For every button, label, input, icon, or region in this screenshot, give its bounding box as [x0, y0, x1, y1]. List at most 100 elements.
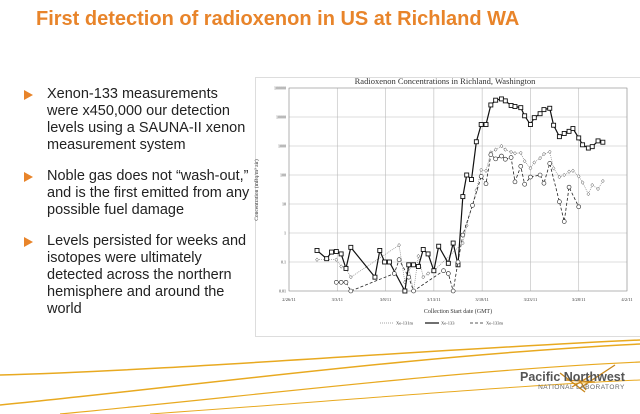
bullet-item: Levels persisted for weeks and isotopes …: [20, 233, 252, 318]
logo-name: Pacific Northwest: [520, 370, 625, 384]
xe-131m-point: [567, 169, 571, 174]
xe-131m-point: [601, 178, 605, 184]
xe-131m-point: [590, 182, 595, 188]
xe-133-point: [411, 262, 417, 268]
xe-133-point: [537, 111, 543, 117]
xe-133-point: [595, 138, 601, 144]
xe-133m-point: [508, 155, 514, 160]
bullet-text: Noble gas does not “wash-out,” and is th…: [47, 168, 250, 218]
y-tick-label: 0.01: [279, 289, 286, 294]
y-axis-label: Concentration (mBq/m³ air): [253, 159, 260, 221]
xe-133-point: [589, 144, 595, 150]
xe-133-point: [464, 172, 470, 178]
xe-133-point: [527, 122, 533, 127]
xe-133-point: [566, 128, 572, 134]
xe-133-point: [348, 244, 354, 250]
bullet-item: Noble gas does not “wash-out,” and is th…: [20, 168, 252, 219]
triangle-bullet-icon: [24, 90, 33, 100]
xe-131m-point: [348, 274, 353, 280]
chart-title: Radioxenon Concentrations in Richland, W…: [355, 76, 536, 86]
xe-133-point: [580, 142, 586, 148]
y-tick-label: 100: [280, 173, 286, 178]
xe-133-point: [469, 177, 474, 182]
xe-133m-point: [391, 271, 397, 276]
xe-131m-point: [580, 180, 585, 185]
xe-133m-point: [411, 288, 416, 294]
xe-133-point: [541, 107, 547, 113]
xe-131m-point: [416, 253, 421, 259]
xe-133-point: [324, 256, 330, 262]
xe-133-point: [338, 251, 344, 257]
xe-131m-point: [397, 242, 401, 248]
triangle-bullet-icon: [24, 237, 33, 247]
xe-133-point: [576, 135, 582, 141]
xe-133-point: [551, 122, 557, 128]
xe-133-point: [473, 139, 479, 145]
xe-133m-point: [460, 232, 466, 238]
xe-133m-point: [557, 199, 562, 205]
xe-133m-point: [483, 181, 489, 187]
slide-title: First detection of radioxenon in US at R…: [36, 8, 520, 30]
xe-131m-point: [562, 172, 567, 178]
xe-133-point: [372, 274, 378, 280]
xe-131m-point: [339, 264, 343, 269]
xe-133m-point: [478, 174, 484, 179]
xe-133-point: [460, 194, 466, 200]
xe-133-point: [522, 113, 528, 119]
xe-133-point: [561, 131, 567, 136]
xe-133m-point: [348, 288, 354, 294]
xe-131m-point: [551, 166, 556, 171]
xe-133m-point: [541, 180, 547, 186]
xe-133m-point: [406, 274, 412, 280]
xe-131m-point: [522, 158, 527, 164]
legend-label-xe-133m: Xe-133m: [486, 321, 503, 326]
y-tick-label: 10000: [276, 115, 286, 120]
y-tick-label: 10: [282, 202, 286, 207]
xe-133m-point: [488, 152, 494, 158]
xe-131m-point: [484, 168, 488, 173]
xe-131m-point: [493, 147, 498, 152]
xe-133-point: [333, 249, 339, 254]
xe-133m-point: [396, 257, 402, 263]
xe-133m-point: [455, 259, 461, 265]
xe-133m-point: [334, 279, 339, 285]
xe-133m-point: [576, 204, 582, 210]
xe-131m-point: [461, 240, 465, 246]
xe-133-point: [518, 105, 524, 111]
triangle-bullet-icon: [24, 172, 33, 182]
xe-133-point: [483, 122, 489, 127]
xe-133m-point: [518, 163, 524, 169]
x-tick-label: 3/28/11: [572, 297, 586, 302]
x-tick-label: 3/8/11: [380, 297, 391, 302]
xe-133-point: [499, 96, 504, 102]
xe-133-point: [508, 103, 514, 108]
xe-131m-point: [509, 149, 513, 155]
xe-131m-point: [499, 143, 504, 149]
xe-131m-point: [538, 155, 542, 161]
xe-131m-point: [426, 271, 430, 276]
xe-133-point: [329, 249, 334, 255]
xe-133m-point: [566, 184, 572, 190]
bullet-list: Xenon-133 measurements were x450,000 our…: [20, 86, 252, 332]
x-tick-label: 3/13/11: [427, 297, 441, 302]
xe-133-point: [450, 240, 456, 246]
xe-133-point: [493, 97, 499, 103]
x-tick-label: 3/3/11: [332, 297, 343, 302]
xe-133m-point: [470, 203, 475, 208]
xe-133m-point: [561, 219, 567, 224]
xe-133-point: [420, 247, 426, 252]
xe-131m-point: [528, 166, 533, 171]
bullet-item: Xenon-133 measurements were x450,000 our…: [20, 86, 252, 154]
xe-133m-point: [512, 179, 518, 185]
y-tick-label: 0.1: [281, 260, 286, 265]
xe-133-point: [512, 104, 518, 109]
plot-area: [288, 87, 628, 292]
xe-133m-point: [503, 156, 508, 162]
xe-133m-point: [338, 279, 344, 285]
xe-133m-point: [499, 153, 504, 159]
xe-131m-point: [532, 160, 537, 165]
legend-label-xe-133: Xe-133: [441, 321, 455, 326]
xe-131m-point: [547, 149, 552, 155]
xe-133-point: [531, 115, 537, 121]
xe-133-point: [415, 264, 421, 269]
